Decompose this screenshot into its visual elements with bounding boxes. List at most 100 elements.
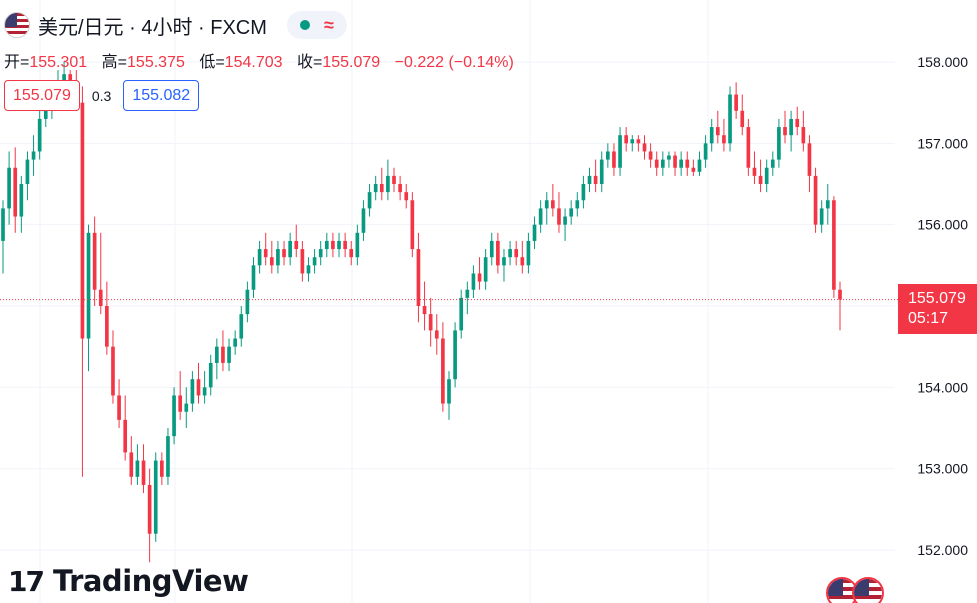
candle [269, 240, 274, 274]
candle-body [783, 127, 787, 136]
candle [654, 151, 659, 176]
candle [31, 135, 36, 176]
candle-body [746, 127, 751, 168]
high-value: 155.375 [127, 54, 185, 71]
candle-body [214, 346, 219, 363]
candle [92, 216, 97, 306]
candle-body [312, 257, 317, 266]
buy-price-button[interactable]: 155.082 [123, 80, 200, 111]
candle [410, 192, 415, 258]
candle [263, 232, 268, 266]
candle-body [263, 249, 268, 258]
candle [465, 281, 470, 315]
candle [618, 127, 622, 176]
candle-body [245, 289, 250, 315]
symbol-title[interactable]: 美元/日元 · 4小时 · FXCM [38, 16, 267, 39]
candle-body [337, 240, 341, 250]
candle-body [1, 208, 5, 241]
tradingview-mark-icon: 17 [8, 564, 45, 598]
candle-body [801, 127, 806, 144]
candle [807, 135, 812, 193]
candle-body [331, 240, 335, 250]
y-tick-label: 158.000 [917, 54, 968, 70]
candle [1, 200, 5, 274]
candle [428, 297, 433, 347]
candle [294, 224, 299, 258]
candle [276, 240, 280, 274]
candle [709, 118, 714, 152]
candle [221, 330, 225, 372]
candle-body [734, 94, 738, 111]
candle [318, 240, 323, 266]
candle [520, 240, 525, 274]
symbol-title-row[interactable]: 美元/日元 · 4小时 · FXCM ≈ [4, 10, 347, 40]
candle-body [349, 249, 354, 258]
candle-body [386, 175, 390, 193]
candle [813, 167, 818, 233]
market-status-pill[interactable]: ≈ [286, 11, 347, 39]
candle [734, 82, 738, 119]
candle [190, 371, 195, 412]
wave-icon: ≈ [323, 14, 334, 35]
y-tick-label: 154.000 [917, 379, 968, 395]
candle [764, 159, 769, 193]
candle [337, 232, 341, 258]
candle [25, 151, 30, 201]
candle [355, 224, 360, 266]
candle [367, 184, 372, 217]
candle [575, 192, 580, 217]
candle [172, 387, 176, 445]
candle-body [98, 289, 103, 306]
candle-body [667, 155, 671, 160]
candle [343, 232, 347, 258]
candle-body [147, 484, 152, 534]
candle [434, 314, 439, 355]
us-flag-icon [826, 577, 858, 603]
candle-body [569, 208, 574, 217]
candle-body [764, 167, 769, 184]
candle [471, 265, 476, 298]
sell-price-button[interactable]: 155.079 [4, 80, 80, 111]
candle [648, 143, 653, 168]
close-value: 155.079 [322, 54, 381, 71]
candle-body [642, 143, 647, 152]
candle [532, 216, 537, 250]
candle [679, 151, 683, 176]
candle [715, 110, 720, 144]
candle-body [538, 208, 543, 225]
ohlc-legend: 开=155.301 高=155.375 低=154.703 收=155.079 … [4, 48, 524, 72]
candle-body [202, 387, 207, 396]
candle [312, 249, 317, 274]
candle [489, 232, 494, 266]
currency-flags[interactable] [826, 577, 884, 603]
us-flag-icon [852, 577, 884, 603]
candle [477, 257, 482, 290]
close-label: 收= [296, 54, 323, 71]
y-tick-label: 152.000 [917, 542, 968, 558]
candle [349, 240, 354, 266]
candle [673, 151, 677, 176]
candle [202, 371, 207, 404]
candle [728, 86, 732, 152]
candle [606, 143, 610, 168]
candle [630, 135, 635, 152]
candle [508, 240, 512, 266]
candle-body [477, 273, 482, 282]
candle-body [508, 249, 512, 258]
candle-body [697, 159, 702, 172]
candle [838, 281, 842, 331]
y-tick-label: 153.000 [917, 461, 968, 477]
candle-body [703, 143, 708, 160]
candle-body [398, 184, 402, 193]
tradingview-logo[interactable]: 17 TradingView [8, 564, 249, 598]
candle-body [514, 249, 519, 258]
low-value: 154.703 [224, 54, 283, 71]
candle [691, 159, 696, 176]
candle-body [489, 240, 494, 258]
candle [825, 184, 830, 225]
candle-body [135, 460, 140, 477]
candles [1, 62, 842, 563]
candle [599, 151, 604, 193]
candle [86, 224, 91, 372]
candle [416, 232, 421, 323]
